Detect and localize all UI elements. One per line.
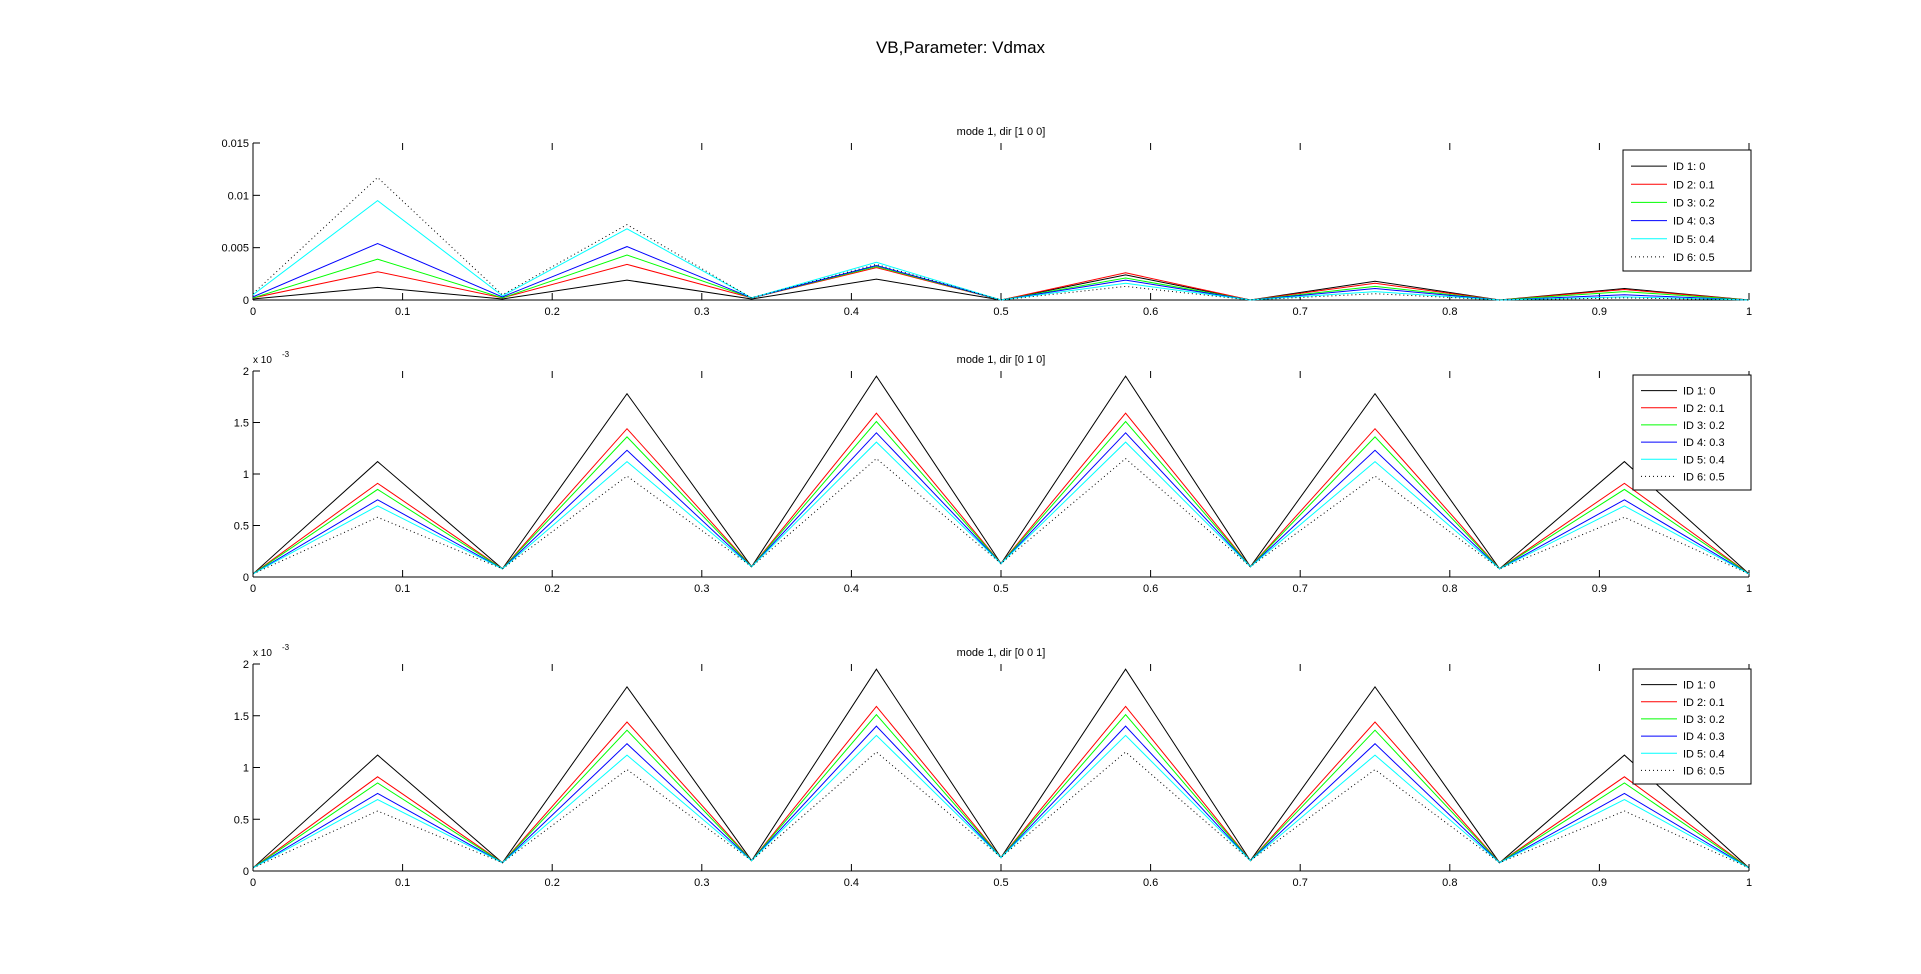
y-tick-label: 0.015 — [221, 138, 249, 150]
y-tick-label: 0 — [243, 572, 249, 584]
legend-label: ID 5: 0.4 — [1683, 748, 1725, 760]
x-tick-label: 0 — [250, 306, 256, 318]
x-tick-label: 0.9 — [1592, 877, 1607, 889]
legend-label: ID 5: 0.4 — [1673, 234, 1715, 246]
figure-title: VB,Parameter: Vdmax — [875, 38, 1046, 57]
x-tick-label: 0.4 — [844, 877, 859, 889]
series-line-3 — [252, 420, 1750, 575]
subplot-2: mode 1, dir [0 1 0] 0 0.1 0.2 0.3 0.4 0.5 0.6 0.… — [234, 350, 1752, 595]
legend-label: ID 3: 0.2 — [1683, 714, 1725, 726]
legend-label: ID 6: 0.5 — [1683, 471, 1725, 483]
y-tick-label: 0.005 — [221, 243, 249, 255]
legend: ID 1: 0 ID 2: 0.1 ID 3: 0.2 ID 4: 0.3 ID 5: … — [1632, 374, 1752, 491]
subplot-1: mode 1, dir [1 0 0] 0 0.1 0.2 0.3 0.4 0.5 0.6 0.… — [221, 126, 1752, 318]
y-exponent-power: -3 — [282, 643, 290, 652]
legend-box — [1622, 149, 1752, 272]
x-tick-label: 0.3 — [694, 306, 709, 318]
x-tick-label: 0.1 — [395, 877, 410, 889]
x-tick-label: 0.2 — [545, 583, 560, 595]
x-tick-label: 0 — [250, 877, 256, 889]
x-tick-label: 0.5 — [993, 306, 1008, 318]
y-exponent-label: x 10 — [253, 648, 272, 659]
subplot-title: mode 1, dir [0 0 1] — [957, 647, 1046, 659]
legend-label: ID 6: 0.5 — [1683, 765, 1725, 777]
x-tick-label: 0.3 — [694, 877, 709, 889]
x-tick-label: 0.5 — [993, 877, 1008, 889]
x-tick-label: 0.6 — [1143, 583, 1158, 595]
x-tick-label: 1 — [1746, 877, 1752, 889]
y-tick-label: 1 — [243, 763, 249, 775]
series-line-6 — [252, 751, 1750, 869]
legend-label: ID 3: 0.2 — [1673, 197, 1715, 209]
y-tick-label: 0 — [243, 866, 249, 878]
y-tick-label: 0.5 — [234, 521, 249, 533]
y-exponent-power: -3 — [282, 350, 290, 359]
x-tick-label: 0.4 — [844, 306, 859, 318]
x-tick-label: 0.6 — [1143, 306, 1158, 318]
x-tick-label: 0.8 — [1442, 583, 1457, 595]
legend-box — [1632, 668, 1752, 785]
legend-label: ID 3: 0.2 — [1683, 420, 1725, 432]
y-tick-label: 1 — [243, 469, 249, 481]
y-tick-label: 2 — [243, 366, 249, 378]
x-tick-label: 1 — [1746, 306, 1752, 318]
y-tick-label: 0.5 — [234, 814, 249, 826]
x-tick-label: 0 — [250, 583, 256, 595]
subplot-title: mode 1, dir [0 1 0] — [957, 354, 1046, 366]
series-line-2 — [252, 705, 1750, 869]
subplot-3: mode 1, dir [0 0 1] 0 0.1 0.2 0.3 0.4 0.5 0.6 0.… — [234, 643, 1752, 889]
legend-label: ID 4: 0.3 — [1683, 731, 1725, 743]
x-tick-label: 0.9 — [1592, 306, 1607, 318]
legend: ID 1: 0 ID 2: 0.1 ID 3: 0.2 ID 4: 0.3 ID 5: … — [1622, 149, 1752, 272]
x-tick-label: 0.7 — [1293, 877, 1308, 889]
x-tick-label: 0.1 — [395, 306, 410, 318]
series-line-6 — [252, 176, 1750, 301]
legend-label: ID 2: 0.1 — [1683, 403, 1725, 415]
legend: ID 1: 0 ID 2: 0.1 ID 3: 0.2 ID 4: 0.3 ID 5: … — [1632, 668, 1752, 785]
y-exponent-label: x 10 — [253, 355, 272, 366]
legend-label: ID 1: 0 — [1683, 680, 1715, 692]
y-tick-label: 0 — [243, 295, 249, 307]
x-tick-label: 0.7 — [1293, 583, 1308, 595]
x-tick-label: 0.2 — [545, 306, 560, 318]
x-tick-label: 0.4 — [844, 583, 859, 595]
x-tick-label: 0.8 — [1442, 877, 1457, 889]
x-tick-label: 0.3 — [694, 583, 709, 595]
x-tick-label: 1 — [1746, 583, 1752, 595]
y-tick-label: 2 — [243, 659, 249, 671]
legend-box — [1632, 374, 1752, 491]
x-tick-label: 0.9 — [1592, 583, 1607, 595]
series-line-5 — [252, 199, 1750, 301]
x-tick-label: 0.8 — [1442, 306, 1457, 318]
series-line-1 — [252, 375, 1750, 575]
legend-label: ID 1: 0 — [1673, 161, 1705, 173]
x-tick-label: 0.1 — [395, 583, 410, 595]
y-tick-label: 0.01 — [228, 190, 249, 202]
x-tick-label: 0.7 — [1293, 306, 1308, 318]
series-line-4 — [252, 242, 1750, 301]
x-tick-label: 0.2 — [545, 877, 560, 889]
y-tick-label: 1.5 — [234, 418, 249, 430]
series-line-5 — [252, 441, 1750, 575]
legend-label: ID 4: 0.3 — [1683, 437, 1725, 449]
series-line-1 — [252, 668, 1750, 869]
legend-label: ID 6: 0.5 — [1673, 252, 1715, 264]
series-line-5 — [252, 734, 1750, 869]
series-line-2 — [252, 412, 1750, 575]
legend-label: ID 2: 0.1 — [1683, 697, 1725, 709]
legend-label: ID 4: 0.3 — [1673, 216, 1715, 228]
x-tick-label: 0.5 — [993, 583, 1008, 595]
x-tick-label: 0.6 — [1143, 877, 1158, 889]
legend-label: ID 1: 0 — [1683, 386, 1715, 398]
legend-label: ID 2: 0.1 — [1673, 179, 1715, 191]
subplot-title: mode 1, dir [1 0 0] — [957, 126, 1046, 138]
y-tick-label: 1.5 — [234, 711, 249, 723]
legend-label: ID 5: 0.4 — [1683, 454, 1725, 466]
